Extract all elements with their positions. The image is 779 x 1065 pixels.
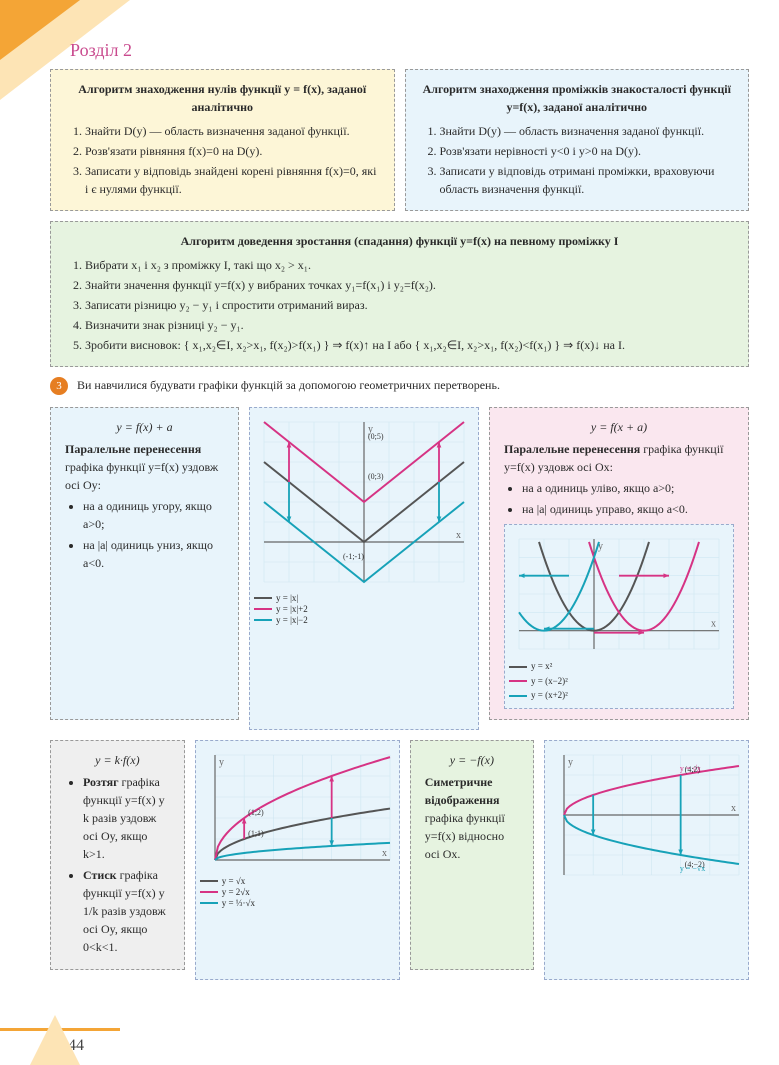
- algo-mono-item: Знайти значення функції y=f(x) у вибрани…: [85, 276, 734, 294]
- card-shift-y-bullets: на a одиниць угору, якщо a>0; на |a| оди…: [65, 497, 224, 572]
- card-shift-x: y = f(x + a) Паралельне перенесення граф…: [489, 407, 749, 720]
- card-shift-y-title: Паралельне перенесення графіка функції y…: [65, 440, 224, 494]
- algo-mono-item: Вибрати x₁ і x₂ з проміжку I, такі що x₂…: [85, 256, 734, 274]
- algo-mono-item: Записати різницю y₂ − y₁ і спростити отр…: [85, 296, 734, 314]
- chart-sqrt-svg: x y (1;2) (1;1): [200, 745, 395, 875]
- bullet: на a одиниць уліво, якщо a>0;: [522, 479, 734, 497]
- svg-text:y = √x: y = √x: [680, 764, 701, 773]
- card-shift-x-bullets: на a одиниць уліво, якщо a>0; на |a| оди…: [504, 479, 734, 518]
- chart-reflect-svg: xy(4;2)(4;−2)y = √xy = −√x: [549, 745, 744, 885]
- algo-sign-item: Записати у відповідь отримані проміжки, …: [440, 162, 735, 198]
- chart-abs-legend: y = |x|y = |x|+2y = |x|−2: [254, 593, 474, 625]
- card-stretch-bullets: Розтяг графіка функції y=f(x) у k разів …: [65, 773, 170, 956]
- algo-sign-title: Алгоритм знаходження проміжків знакостал…: [420, 80, 735, 116]
- card-reflect-formula: y = −f(x): [425, 751, 519, 769]
- card-stretch: y = k·f(x) Розтяг графіка функції y=f(x)…: [50, 740, 185, 970]
- row-shift: y = f(x) + a Паралельне перенесення граф…: [50, 407, 749, 730]
- top-row: Алгоритм знаходження нулів функції y = f…: [50, 69, 749, 221]
- card-stretch-formula: y = k·f(x): [65, 751, 170, 769]
- algo-mono-title: Алгоритм доведення зростання (спадання) …: [65, 232, 734, 250]
- bullet: на a одиниць угору, якщо a>0;: [83, 497, 224, 533]
- lead-paragraph: 3 Ви навчилися будувати графіки функцій …: [50, 377, 749, 395]
- card-shift-y: y = f(x) + a Паралельне перенесення граф…: [50, 407, 239, 720]
- chart-parab: xy y = x²y = (x−2)²y = (x+2)²: [504, 524, 734, 709]
- page-corner-decoration: [0, 0, 80, 60]
- svg-text:(0;5): (0;5): [368, 432, 384, 441]
- card-shift-x-title: Паралельне перенесення графіка функції y…: [504, 440, 734, 476]
- chart-abs-svg: xy(0;5)(0;3)(-1;-1): [254, 412, 474, 592]
- svg-text:x: x: [731, 803, 736, 814]
- row-stretch-reflect: y = k·f(x) Розтяг графіка функції y=f(x)…: [50, 740, 749, 980]
- algo-mono-list: Вибрати x₁ і x₂ з проміжку I, такі що x₂…: [65, 256, 734, 354]
- algo-sign-item: Розв'язати нерівності y<0 і y>0 на D(y).: [440, 142, 735, 160]
- algo-mono-box: Алгоритм доведення зростання (спадання) …: [50, 221, 749, 367]
- algo-sign-item: Знайти D(y) — область визначення заданої…: [440, 122, 735, 140]
- lead-text: Ви навчилися будувати графіки функцій за…: [77, 378, 500, 392]
- chart-reflect: xy(4;2)(4;−2)y = √xy = −√x: [544, 740, 749, 980]
- algo-zeros-item: Знайти D(y) — область визначення заданої…: [85, 122, 380, 140]
- chart-abs: xy(0;5)(0;3)(-1;-1) y = |x|y = |x|+2y = …: [249, 407, 479, 730]
- svg-text:x: x: [456, 530, 461, 541]
- card-shift-y-formula: y = f(x) + a: [65, 418, 224, 436]
- lead-badge: 3: [50, 377, 68, 395]
- page-content: Алгоритм знаходження нулів функції y = f…: [0, 69, 779, 1020]
- svg-text:(-1;-1): (-1;-1): [343, 552, 364, 561]
- page-bottom-decoration: [30, 1015, 80, 1065]
- chart-parab-svg: xy: [509, 529, 729, 659]
- section-title: Розділ 2: [0, 0, 779, 69]
- svg-text:y = −√x: y = −√x: [680, 864, 705, 873]
- svg-text:y: y: [219, 757, 224, 768]
- svg-text:y: y: [568, 757, 573, 768]
- card-reflect-title: Симетричне відображення графіка функції …: [425, 773, 519, 863]
- algo-sign-list: Знайти D(y) — область визначення заданої…: [420, 122, 735, 198]
- bullet: на |a| одиниць управо, якщо a<0.: [522, 500, 734, 518]
- algo-mono-item: Зробити висновок: { x₁,x₂∈I, x₂>x₁, f(x₂…: [85, 336, 734, 354]
- algo-sign-box: Алгоритм знаходження проміжків знакостал…: [405, 69, 750, 211]
- svg-text:x: x: [711, 619, 716, 630]
- card-reflect: y = −f(x) Симетричне відображення графік…: [410, 740, 534, 970]
- bullet: Розтяг графіка функції y=f(x) у k разів …: [83, 773, 170, 863]
- algo-zeros-box: Алгоритм знаходження нулів функції y = f…: [50, 69, 395, 211]
- chart-parab-legend: y = x²y = (x−2)²y = (x+2)²: [509, 660, 729, 703]
- algo-mono-item: Визначити знак різниці y₂ − y₁.: [85, 316, 734, 334]
- bullet: на |a| одиниць униз, якщо a<0.: [83, 536, 224, 572]
- svg-text:x: x: [382, 848, 387, 859]
- svg-text:(1;1): (1;1): [248, 829, 264, 838]
- algo-zeros-list: Знайти D(y) — область визначення заданої…: [65, 122, 380, 198]
- svg-text:(0;3): (0;3): [368, 472, 384, 481]
- chart-sqrt: x y (1;2) (1;1) y = √xy = 2√xy = ⅓·√x: [195, 740, 400, 980]
- chart-sqrt-legend: y = √xy = 2√xy = ⅓·√x: [200, 876, 395, 908]
- algo-zeros-item: Записати у відповідь знайдені корені рів…: [85, 162, 380, 198]
- algo-zeros-item: Розв'язати рівняння f(x)=0 на D(y).: [85, 142, 380, 160]
- bullet: Стиск графіка функції y=f(x) у 1/k разів…: [83, 866, 170, 956]
- algo-zeros-title: Алгоритм знаходження нулів функції y = f…: [65, 80, 380, 116]
- svg-text:(1;2): (1;2): [248, 808, 264, 817]
- card-shift-x-formula: y = f(x + a): [504, 418, 734, 436]
